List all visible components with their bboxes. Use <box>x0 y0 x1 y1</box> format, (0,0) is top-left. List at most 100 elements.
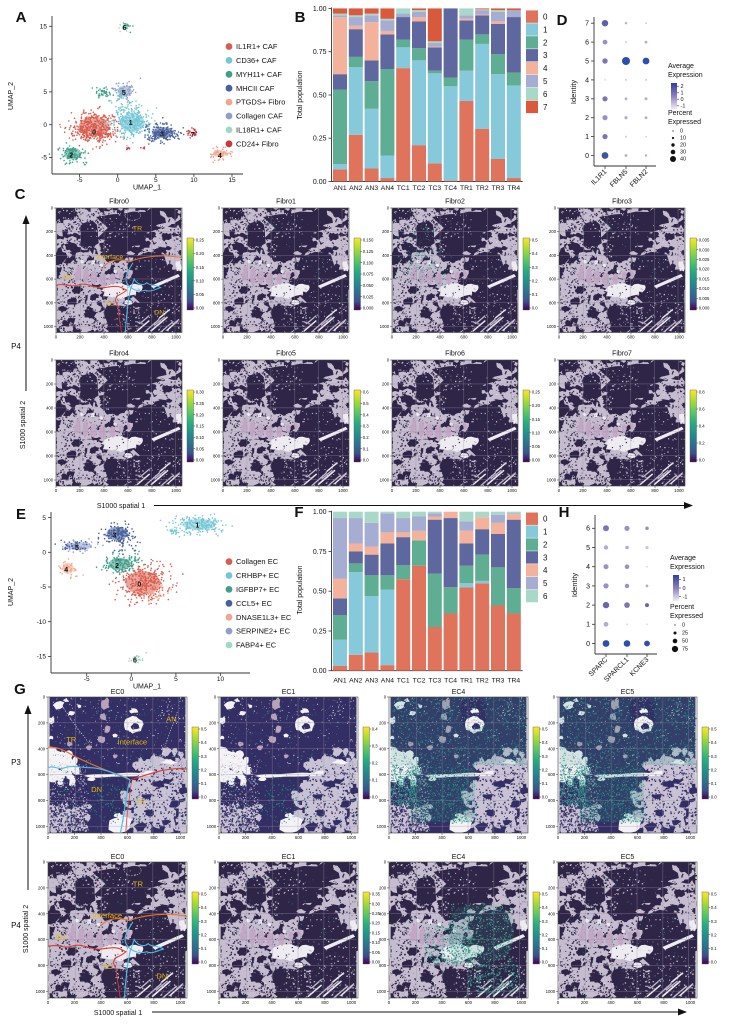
svg-text:0: 0 <box>51 358 54 363</box>
svg-text:-5: -5 <box>41 155 47 162</box>
svg-text:TR: TR <box>133 880 144 889</box>
svg-text:800: 800 <box>549 300 557 305</box>
svg-text:1000: 1000 <box>347 835 357 840</box>
svg-text:400: 400 <box>549 253 557 258</box>
svg-text:0.00: 0.00 <box>196 306 205 311</box>
svg-text:1000: 1000 <box>377 824 387 829</box>
svg-text:400: 400 <box>436 335 444 340</box>
svg-text:7: 7 <box>543 103 548 112</box>
svg-text:600: 600 <box>124 1000 132 1005</box>
svg-text:0.0: 0.0 <box>711 960 718 965</box>
svg-text:0.050: 0.050 <box>363 283 374 288</box>
svg-text:0.035: 0.035 <box>699 238 710 243</box>
svg-text:0.5: 0.5 <box>542 892 549 897</box>
svg-text:Fibro1: Fibro1 <box>276 199 296 206</box>
svg-text:5: 5 <box>122 90 126 97</box>
svg-text:1: 1 <box>683 577 686 583</box>
svg-text:0: 0 <box>683 586 686 592</box>
svg-text:200: 200 <box>213 382 221 387</box>
svg-text:-10: -10 <box>37 619 47 626</box>
svg-text:0: 0 <box>558 335 561 340</box>
svg-text:1000: 1000 <box>338 335 348 340</box>
svg-text:Interface: Interface <box>96 254 123 261</box>
svg-text:IL1R1+ CAF: IL1R1+ CAF <box>236 42 278 51</box>
svg-text:0: 0 <box>222 488 225 493</box>
svg-text:0: 0 <box>214 695 217 700</box>
svg-text:0: 0 <box>388 835 391 840</box>
svg-text:-15: -15 <box>37 654 47 661</box>
svg-text:0.05: 0.05 <box>532 444 541 449</box>
svg-text:10: 10 <box>217 676 225 683</box>
svg-text:TC3: TC3 <box>428 185 441 192</box>
svg-text:TR3: TR3 <box>492 678 505 685</box>
svg-text:0.05: 0.05 <box>196 446 205 451</box>
svg-text:0.20: 0.20 <box>196 412 205 417</box>
svg-text:0.4: 0.4 <box>542 740 549 745</box>
svg-text:600: 600 <box>295 835 303 840</box>
svg-text:0.10: 0.10 <box>372 940 381 945</box>
svg-text:0: 0 <box>557 1000 560 1005</box>
svg-text:800: 800 <box>209 963 217 968</box>
svg-text:600: 600 <box>213 430 221 435</box>
svg-text:400: 400 <box>607 835 615 840</box>
svg-text:UMAP_1: UMAP_1 <box>133 185 161 192</box>
svg-text:0.25: 0.25 <box>313 628 327 635</box>
svg-text:0.20: 0.20 <box>372 921 381 926</box>
svg-text:400: 400 <box>549 406 557 411</box>
svg-text:0: 0 <box>681 97 684 103</box>
svg-text:S1000 spatial 1: S1000 spatial 1 <box>97 503 145 510</box>
svg-text:0.15: 0.15 <box>196 265 205 270</box>
svg-text:75: 75 <box>682 647 688 653</box>
svg-text:200: 200 <box>379 720 387 725</box>
svg-text:200: 200 <box>38 720 46 725</box>
svg-text:0.2: 0.2 <box>699 441 706 446</box>
svg-text:200: 200 <box>38 885 46 890</box>
svg-text:800: 800 <box>213 300 221 305</box>
svg-text:TC: TC <box>136 798 147 807</box>
svg-text:400: 400 <box>38 911 46 916</box>
svg-text:2: 2 <box>543 540 548 549</box>
svg-text:15: 15 <box>228 177 236 184</box>
svg-text:Expressed: Expressed <box>670 613 703 620</box>
svg-text:200: 200 <box>581 835 589 840</box>
svg-text:800: 800 <box>491 835 499 840</box>
svg-text:CD36+ CAF: CD36+ CAF <box>236 56 277 65</box>
svg-text:800: 800 <box>315 335 323 340</box>
svg-text:0.2: 0.2 <box>372 761 379 766</box>
svg-text:600: 600 <box>634 1000 642 1005</box>
svg-text:1000: 1000 <box>674 488 684 493</box>
svg-text:600: 600 <box>382 430 390 435</box>
svg-text:IGFBP7+ EC: IGFBP7+ EC <box>236 585 280 594</box>
svg-text:0.10: 0.10 <box>196 278 205 283</box>
svg-text:TC: TC <box>105 301 114 308</box>
svg-text:Average: Average <box>670 555 696 562</box>
svg-text:0: 0 <box>384 860 387 865</box>
svg-text:TR2: TR2 <box>476 678 489 685</box>
svg-text:MHCII CAF: MHCII CAF <box>236 84 275 93</box>
svg-text:S1000 spatial 2: S1000 spatial 2 <box>23 905 30 953</box>
svg-text:0: 0 <box>388 1000 391 1005</box>
svg-text:0: 0 <box>391 488 394 493</box>
svg-text:0.5: 0.5 <box>201 727 208 732</box>
svg-text:1000: 1000 <box>547 478 557 483</box>
svg-text:0.150: 0.150 <box>363 238 374 243</box>
svg-text:600: 600 <box>295 1000 303 1005</box>
svg-text:0: 0 <box>116 177 120 184</box>
svg-text:0.1: 0.1 <box>372 778 379 783</box>
svg-text:0: 0 <box>558 488 561 493</box>
svg-text:400: 400 <box>379 746 387 751</box>
svg-text:0: 0 <box>214 860 217 865</box>
svg-text:1000: 1000 <box>517 835 527 840</box>
svg-text:0.00: 0.00 <box>372 960 381 965</box>
svg-text:10: 10 <box>40 56 48 63</box>
svg-text:Average: Average <box>668 63 694 70</box>
svg-text:600: 600 <box>213 277 221 282</box>
svg-text:10: 10 <box>190 177 198 184</box>
svg-text:200: 200 <box>243 335 251 340</box>
svg-text:0: 0 <box>51 206 54 211</box>
svg-text:0: 0 <box>43 860 46 865</box>
svg-text:200: 200 <box>213 229 221 234</box>
svg-text:400: 400 <box>436 488 444 493</box>
svg-text:6: 6 <box>543 592 548 601</box>
svg-text:5: 5 <box>586 545 590 552</box>
